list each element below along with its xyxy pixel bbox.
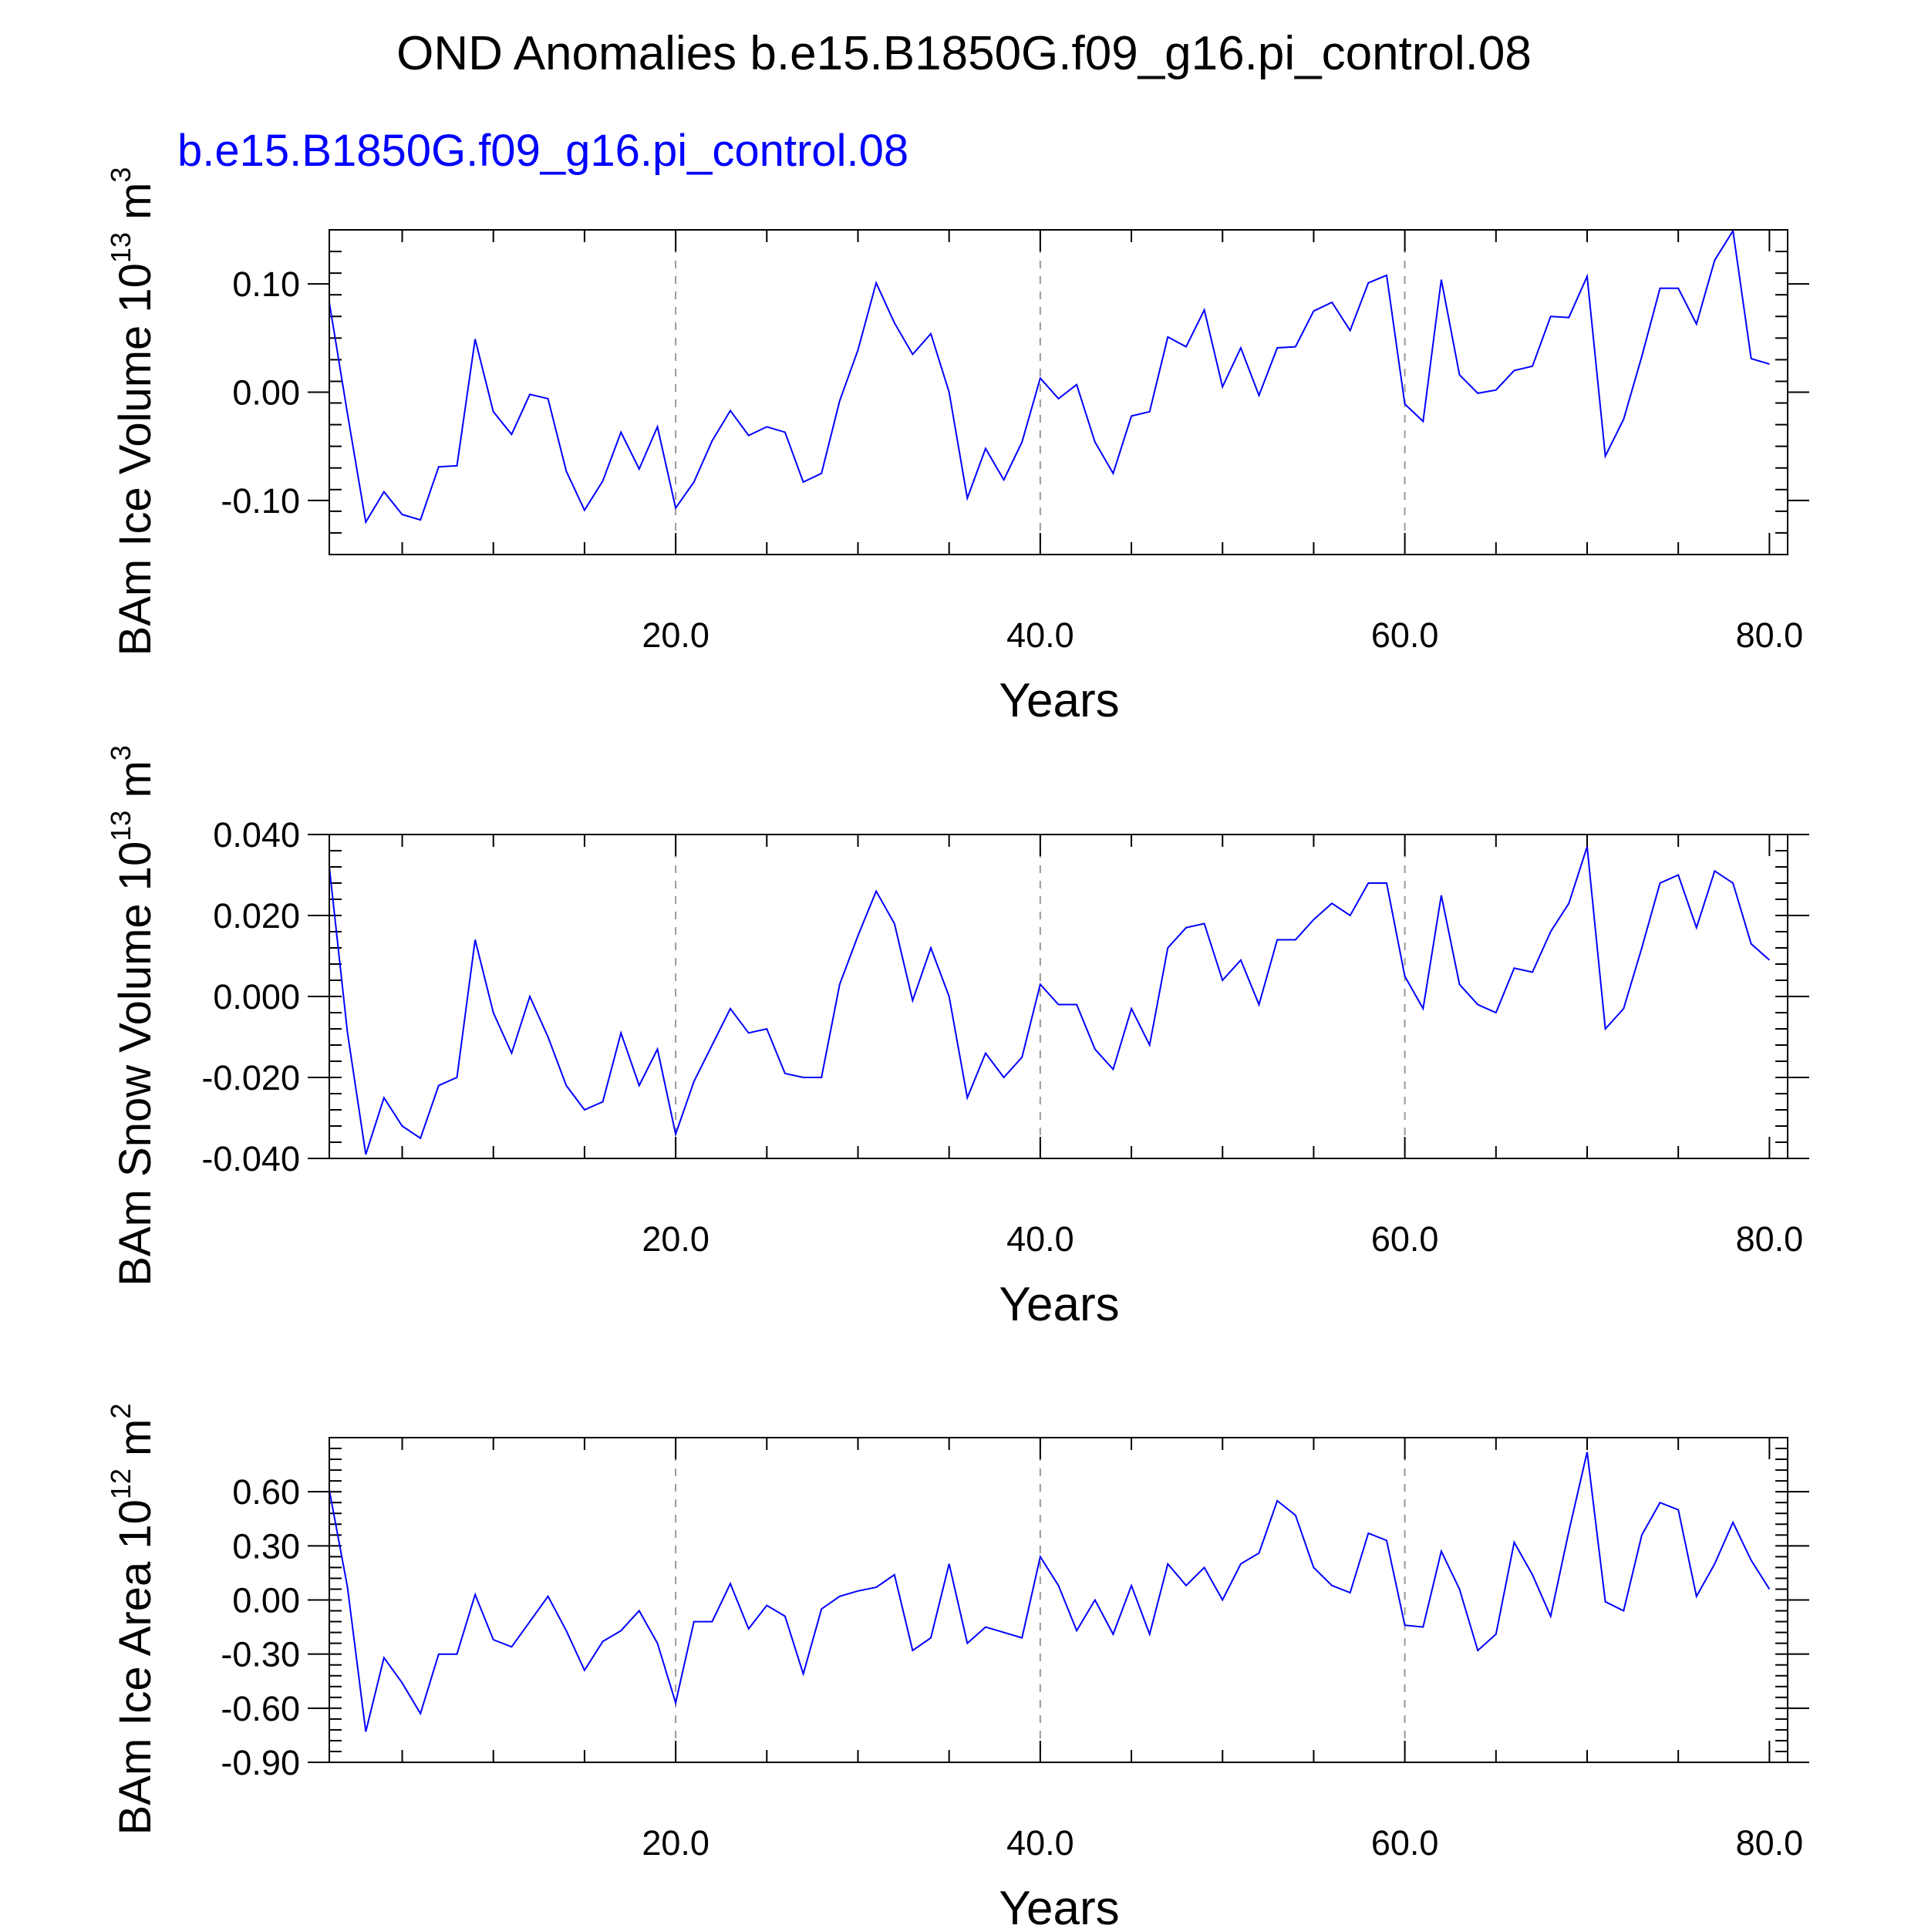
y-axis-label-unit-exponent: 2	[105, 1404, 137, 1419]
y-tick-label: 0.00	[232, 1581, 300, 1620]
x-tick-label: 40.0	[1006, 1823, 1074, 1863]
x-tick-label: 20.0	[642, 615, 710, 655]
plot-frame	[329, 229, 1788, 555]
chart-panels: -0.10 0.00 0.10 20.0 40.0 60.0 80.0 Years BAm Ic…	[105, 167, 1809, 1932]
y-axis-label: BAm Ice Volume 1013 m3	[105, 167, 160, 656]
x-tick-label: 80.0	[1736, 615, 1804, 655]
chart-panel-2: -0.040 -0.020 0.000 0.020 0.040 20.0 40.0 60.0 8…	[105, 745, 1809, 1331]
y-tick-label: -0.30	[221, 1635, 300, 1674]
y-axis-label-exponent: 12	[105, 1468, 137, 1499]
x-tick-label: 60.0	[1371, 1219, 1439, 1259]
figure-title: OND Anomalies b.e15.B1850G.f09_g16.pi_co…	[396, 27, 1532, 80]
x-tick-label: 80.0	[1736, 1219, 1804, 1259]
y-axis-label-prefix: BAm Ice Area 10	[110, 1499, 160, 1835]
y-tick-label: -0.90	[221, 1743, 300, 1782]
figure-subtitle: b.e15.B1850G.f09_g16.pi_control.08	[177, 126, 908, 176]
y-axis-label-unit-exponent: 3	[105, 167, 137, 183]
plot-frame	[329, 1437, 1788, 1763]
y-axis-label: BAm Snow Volume 1013 m3	[105, 745, 160, 1286]
y-tick-label: -0.10	[221, 481, 300, 521]
series-line-1	[329, 228, 1770, 524]
y-tick-label: 0.30	[232, 1526, 300, 1566]
y-tick-label: 0.10	[232, 265, 300, 304]
y-axis-label-unit-exponent: 3	[105, 745, 137, 760]
y-tick-label: -0.020	[201, 1058, 300, 1097]
x-tick-label: 20.0	[642, 1219, 710, 1259]
chart-panel-3: -0.90 -0.60 -0.30 0.00 0.30 0.60 20.0 40.0 60.0 8…	[105, 1404, 1809, 1932]
y-axis-label-unit: m	[110, 1419, 160, 1468]
y-axis-label-unit: m	[110, 760, 160, 810]
y-tick-label: 0.00	[232, 373, 300, 413]
y-axis-label: BAm Ice Area 1012 m2	[105, 1404, 160, 1836]
y-axis-label-prefix: BAm Ice Volume 10	[110, 263, 160, 656]
x-tick-label: 20.0	[642, 1823, 710, 1863]
y-tick-label: 0.040	[213, 815, 300, 855]
x-axis-label: Years	[999, 1882, 1119, 1928]
x-tick-label: 40.0	[1006, 615, 1074, 655]
y-tick-label: 0.000	[213, 977, 300, 1017]
x-tick-label: 60.0	[1371, 615, 1439, 655]
y-tick-label: -0.60	[221, 1689, 300, 1728]
y-axis-label-exponent: 13	[105, 232, 137, 263]
y-axis-label-prefix: BAm Snow Volume 10	[110, 841, 160, 1286]
y-axis-label-unit: m	[110, 183, 160, 232]
y-tick-label: 0.60	[232, 1472, 300, 1512]
series-line-1	[329, 1452, 1771, 1732]
x-axis-label: Years	[999, 674, 1119, 727]
x-axis-label: Years	[999, 1278, 1119, 1331]
y-tick-label: -0.040	[201, 1139, 300, 1178]
y-tick-label: 0.020	[213, 896, 300, 936]
chart-panel-1: -0.10 0.00 0.10 20.0 40.0 60.0 80.0 Years BAm Ic…	[105, 167, 1809, 727]
y-axis-label-exponent: 13	[105, 811, 137, 841]
x-tick-label: 60.0	[1371, 1823, 1439, 1863]
x-tick-label: 80.0	[1736, 1823, 1804, 1863]
x-tick-label: 40.0	[1006, 1219, 1074, 1259]
plot-frame	[329, 834, 1788, 1159]
series-line-1	[329, 846, 1771, 1155]
